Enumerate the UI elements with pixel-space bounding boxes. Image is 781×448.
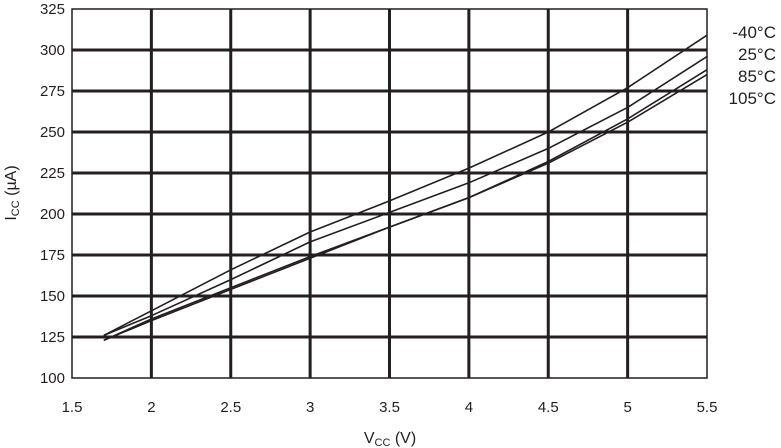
legend-entry: 105°C [729,89,776,108]
series-line-3 [103,69,708,342]
y-axis-label-main: I [3,216,20,220]
series-line-2 [103,55,708,337]
x-axis-label-unit: (V) [390,430,416,447]
legend-entry: 25°C [738,45,776,64]
series-line-1 [103,34,708,337]
y-axis-label: ICC (µA) [3,165,22,220]
series-line-4 [103,73,708,342]
y-tick-label: 275 [40,83,65,100]
legend: -40°C 25°C 85°C 105°C [729,23,776,108]
x-tick-label: 5 [623,399,631,416]
y-tick-label: 325 [40,1,65,18]
x-axis-label-main: V [364,430,375,447]
x-tick-label: 4 [465,399,473,416]
y-tick-labels: 100 125 150 175 200 225 250 275 300 325 [40,1,65,387]
y-axis-label-unit: (µA) [3,165,20,200]
legend-entry: -40°C [732,23,776,42]
y-tick-label: 125 [40,329,65,346]
y-tick-label: 100 [40,370,65,387]
y-tick-label: 300 [40,42,65,59]
x-tick-label: 3.5 [379,399,400,416]
x-tick-label: 1.5 [62,399,83,416]
grid [72,9,707,378]
x-tick-labels: 1.5 2 2.5 3 3.5 4 4.5 5 5.5 [62,399,718,416]
x-tick-label: 3 [306,399,314,416]
x-tick-label: 2 [147,399,155,416]
x-axis-label-sub: CC [375,437,391,448]
series-lines [103,34,708,342]
y-tick-label: 175 [40,247,65,264]
plot-frame [71,8,708,379]
y-tick-label: 150 [40,288,65,305]
x-tick-label: 4.5 [538,399,559,416]
y-tick-label: 200 [40,206,65,223]
x-axis-label: VCC (V) [364,430,416,448]
y-tick-label: 250 [40,124,65,141]
y-tick-label: 225 [40,165,65,182]
x-tick-label: 5.5 [697,399,718,416]
y-axis-label-sub: CC [10,200,22,216]
x-tick-label: 2.5 [220,399,241,416]
legend-entry: 85°C [738,67,776,86]
